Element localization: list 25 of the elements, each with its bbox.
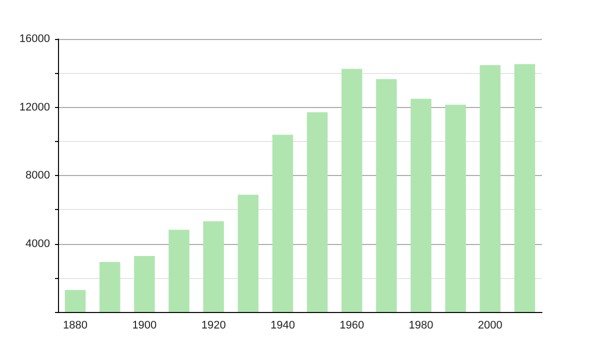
bar [99, 262, 120, 312]
x-tick-label: 1900 [132, 320, 157, 332]
x-tick-label: 2000 [478, 320, 502, 332]
bar [480, 65, 501, 312]
x-tick-label: 1920 [201, 320, 226, 332]
x-tick-label: 1980 [408, 320, 434, 332]
bar [64, 290, 86, 312]
bar [238, 194, 259, 312]
bar [514, 64, 536, 312]
x-tick-label: 1880 [63, 320, 88, 332]
bar [168, 230, 190, 312]
y-tick-label: 4000 [26, 238, 50, 250]
x-tick-label: 1960 [340, 320, 364, 332]
bar [134, 256, 155, 312]
bar [341, 68, 362, 312]
y-tick-label: 8000 [26, 170, 50, 182]
y-tick-label: 16000 [19, 33, 50, 45]
bar [445, 104, 466, 312]
bar [410, 98, 432, 312]
x-tick-label: 1940 [270, 320, 295, 332]
y-tick-label: 12000 [19, 101, 50, 114]
bar [306, 112, 328, 312]
bar [376, 79, 397, 312]
bar [272, 134, 294, 312]
bar [203, 221, 224, 312]
